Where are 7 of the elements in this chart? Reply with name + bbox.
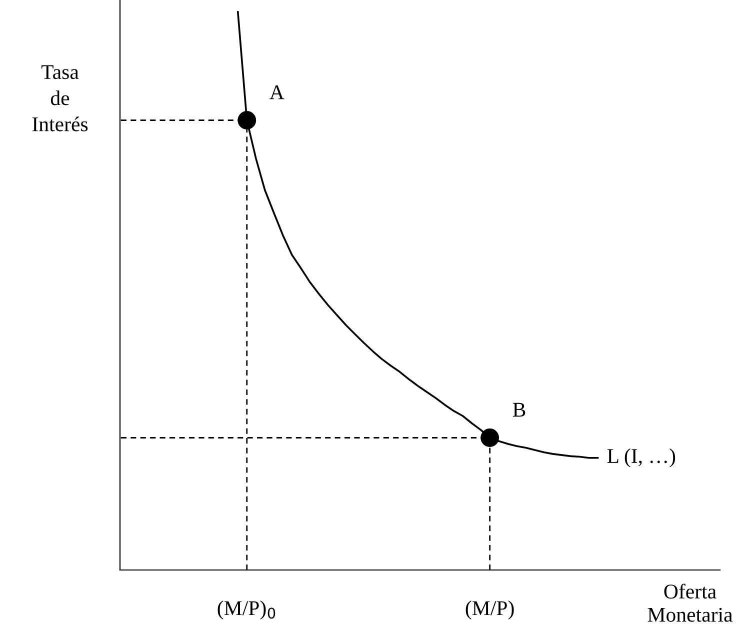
x-tick-label: (M/P) xyxy=(466,600,514,620)
series-label: L (I, …) xyxy=(607,448,676,468)
x-tick-label: (M/P)$_{0}$ xyxy=(218,600,276,620)
x-axis-title: Oferta Monetaria xyxy=(648,584,733,622)
text: Tasa de Interés xyxy=(32,65,88,132)
annotation: B xyxy=(512,402,526,417)
annotation: A xyxy=(270,85,284,100)
